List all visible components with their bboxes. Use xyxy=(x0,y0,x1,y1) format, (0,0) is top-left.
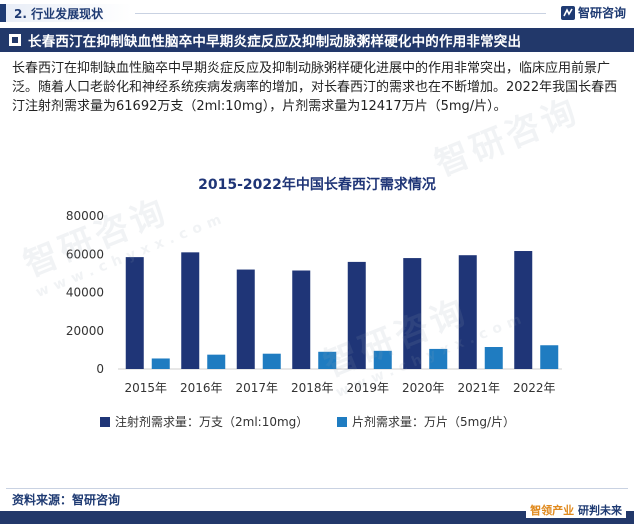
x-tick-label: 2021年 xyxy=(457,381,500,395)
legend-swatch-injection xyxy=(100,417,110,427)
bar-injection xyxy=(181,252,200,369)
brand: 智研咨询 xyxy=(560,4,626,21)
bar-injection xyxy=(514,251,533,369)
bar-tablet xyxy=(484,347,503,369)
bar-tablet xyxy=(207,354,226,369)
bar-tablet xyxy=(318,351,337,369)
x-tick-label: 2019年 xyxy=(346,381,389,395)
x-tick-label: 2022年 xyxy=(513,381,556,395)
bottom-divider xyxy=(6,488,628,489)
x-tick-label: 2018年 xyxy=(291,381,334,395)
y-tick-label: 80000 xyxy=(66,209,104,223)
bar-tablet xyxy=(540,345,559,369)
y-tick-label: 40000 xyxy=(66,286,104,300)
footer-band xyxy=(0,511,634,524)
y-tick-label: 20000 xyxy=(66,324,104,338)
y-tick-label: 0 xyxy=(96,362,104,376)
headline-text: 长春西汀在抑制缺血性脑卒中早期炎症反应及抑制动脉粥样硬化中的作用非常突出 xyxy=(28,34,522,50)
bar-injection xyxy=(403,258,422,369)
intro-paragraph: 长春西汀在抑制缺血性脑卒中早期炎症反应及抑制动脉粥样硬化进展中的作用非常突出，临… xyxy=(12,61,618,114)
bar-injection xyxy=(125,257,144,369)
top-divider xyxy=(135,13,546,14)
legend-swatch-tablet xyxy=(337,417,347,427)
bar-tablet xyxy=(373,350,392,369)
bar-injection xyxy=(292,270,311,369)
section-title: 2. 行业发展现状 xyxy=(0,4,132,22)
brand-name: 智研咨询 xyxy=(577,6,626,20)
footer-slogan: 智领产业 研判未来 xyxy=(526,502,626,518)
legend-label-tablet: 片剂需求量：万片（5mg/片） xyxy=(352,414,515,429)
y-tick-label: 60000 xyxy=(66,247,104,261)
bar-injection xyxy=(458,255,477,369)
demand-bar-chart: 2015-2022年中国长春西汀需求情况 0 20000 40000 60000 8000… xyxy=(66,176,562,429)
x-tick-label: 2016年 xyxy=(180,381,223,395)
x-tick-label: 2015年 xyxy=(124,381,167,395)
headline-square-icon xyxy=(9,34,21,46)
x-tick-label: 2020年 xyxy=(402,381,445,395)
headline-banner: 长春西汀在抑制缺血性脑卒中早期炎症反应及抑制动脉粥样硬化中的作用非常突出 xyxy=(0,28,634,52)
slogan-left: 智领产业 xyxy=(530,504,575,517)
bar-tablet xyxy=(151,358,170,369)
slogan-right: 研判未来 xyxy=(578,504,622,517)
bar-tablet xyxy=(262,353,281,369)
bar-injection xyxy=(236,269,255,369)
brand-logo-icon xyxy=(560,5,575,20)
chart-title: 2015-2022年中国长春西汀需求情况 xyxy=(198,176,436,193)
x-tick-label: 2017年 xyxy=(235,381,278,395)
bar-injection xyxy=(347,261,366,369)
source-note: 资料来源：智研咨询 xyxy=(12,493,121,507)
bar-tablet xyxy=(429,348,448,369)
legend-label-injection: 注射剂需求量：万支（2ml:10mg） xyxy=(115,414,308,429)
top-bar: 2. 行业发展现状 智研咨询 xyxy=(0,0,634,26)
